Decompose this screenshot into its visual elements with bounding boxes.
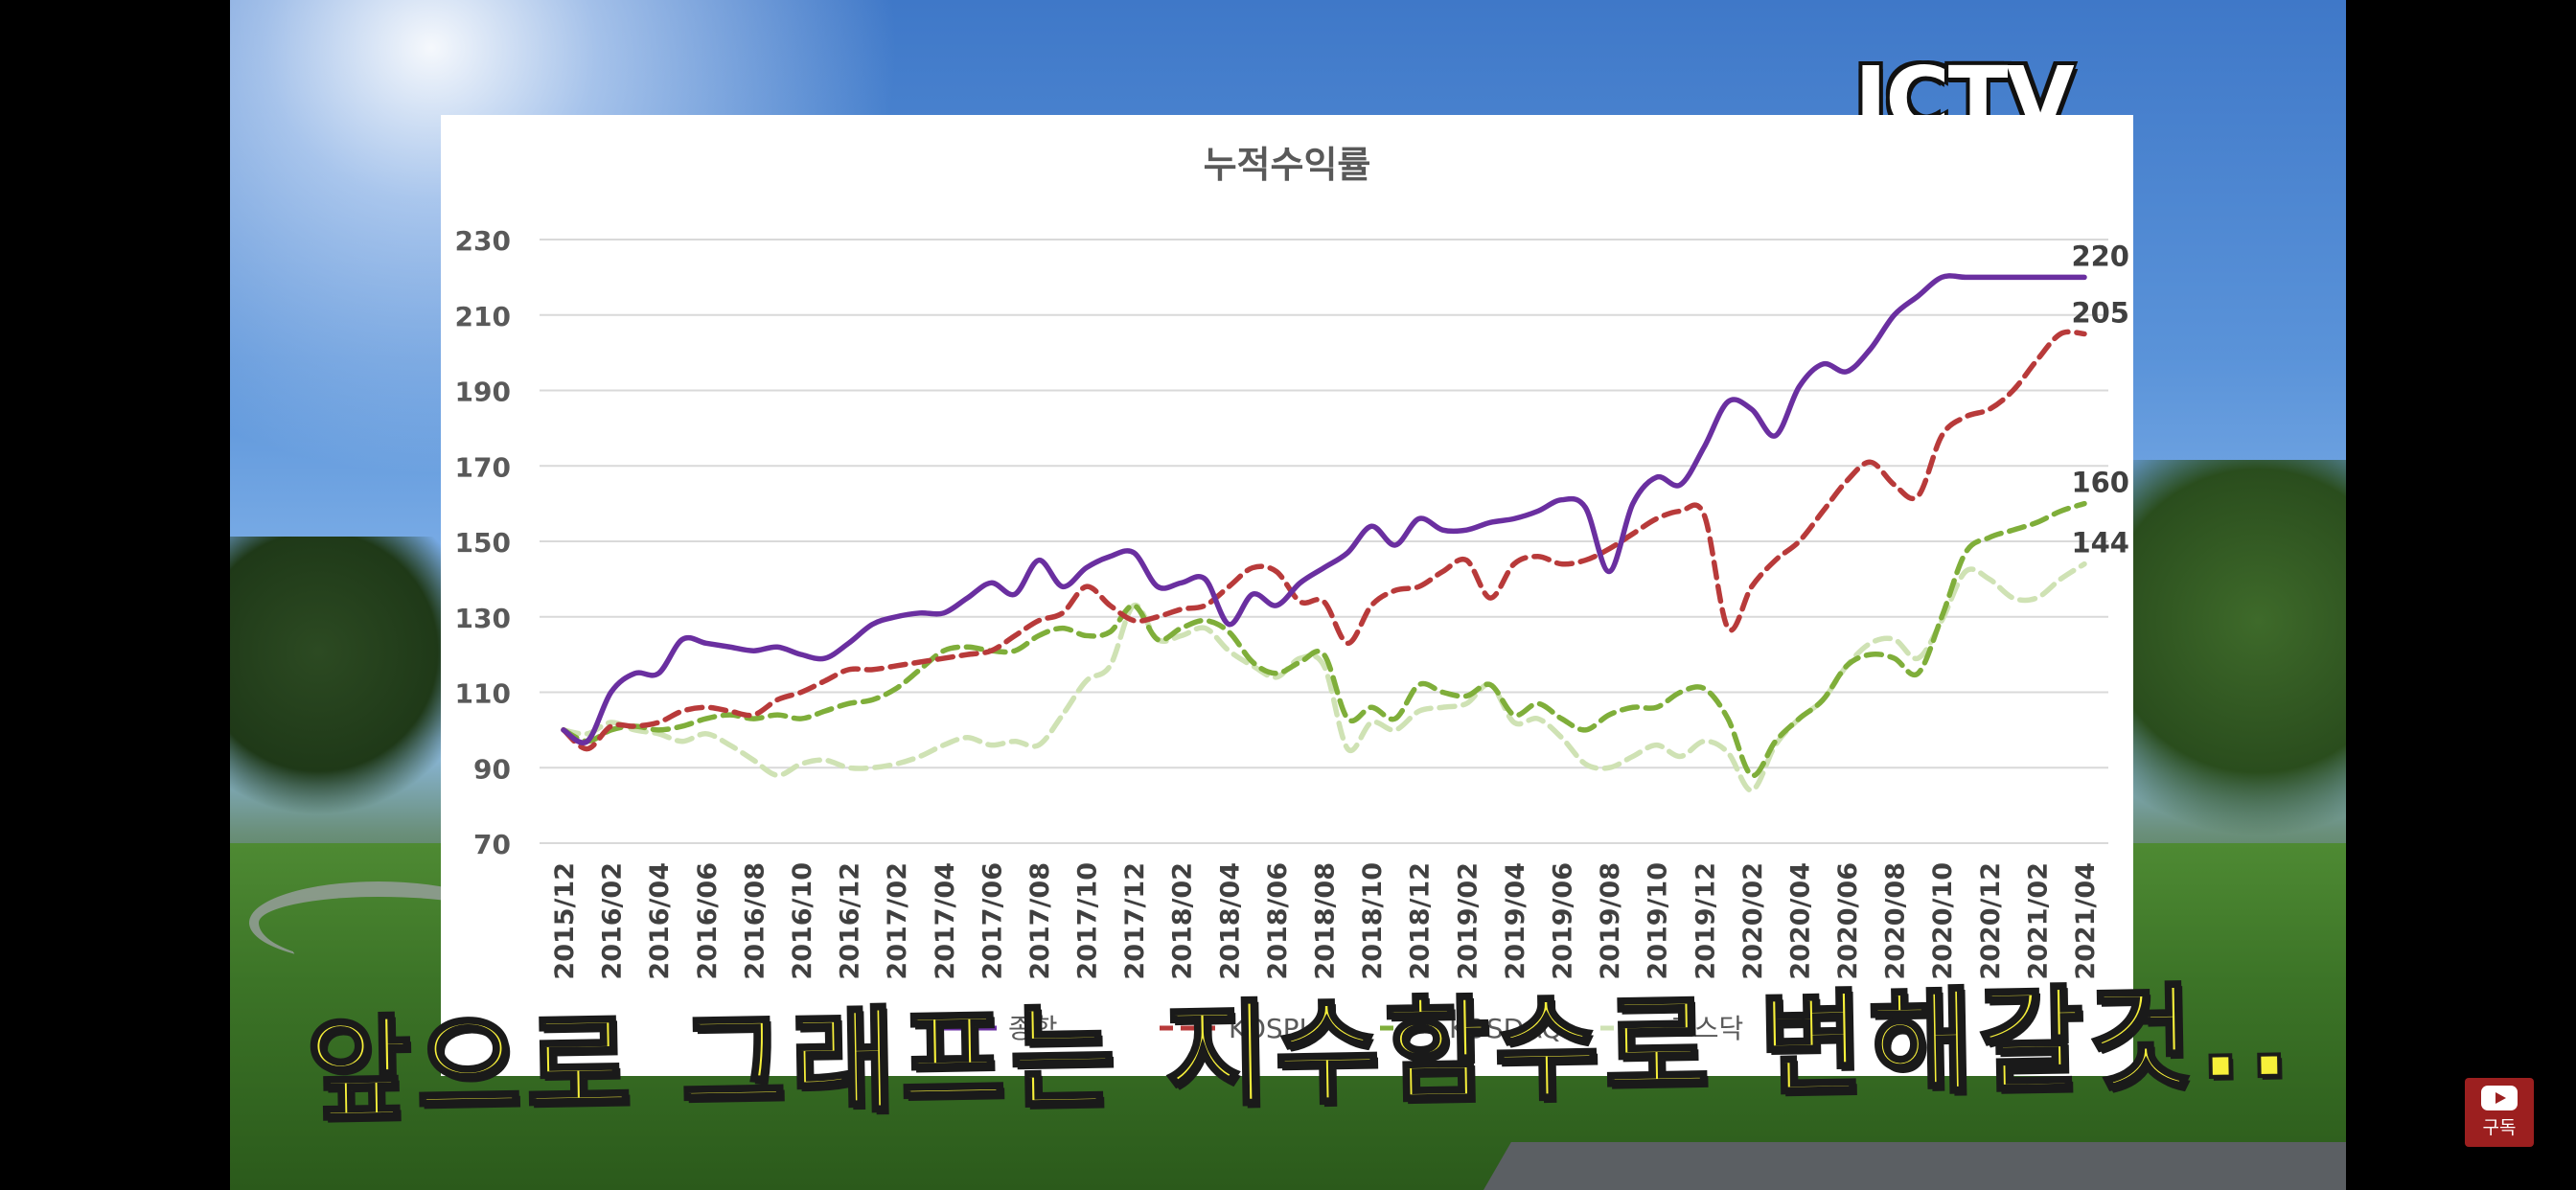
x-tick-label: 2016/04 — [645, 862, 675, 980]
x-tick-label: 2018/08 — [1311, 862, 1341, 980]
x-tick-label: 2015/12 — [550, 862, 580, 980]
x-tick-label: 2019/10 — [1644, 862, 1673, 980]
subscribe-button[interactable]: 구독 — [2465, 1078, 2534, 1147]
legend-label: 종합 — [1008, 1013, 1058, 1044]
series-line — [561, 273, 2087, 745]
x-tick-label: 2019/06 — [1548, 862, 1577, 980]
legend-label: KOSDAQ — [1449, 1013, 1562, 1044]
trees-left — [230, 537, 450, 824]
x-tick-label: 2019/02 — [1453, 862, 1483, 980]
x-tick-label: 2017/08 — [1025, 862, 1055, 980]
subscribe-label: 구독 — [2482, 1117, 2517, 1138]
x-tick-label: 2020/02 — [1738, 862, 1768, 980]
series-end-label: 160 — [2071, 467, 2129, 499]
x-tick-label: 2017/06 — [978, 862, 1007, 980]
y-tick-label: 170 — [455, 451, 511, 483]
x-tick-label: 2017/10 — [1073, 862, 1103, 980]
legend-label: KOSPI — [1229, 1013, 1307, 1044]
x-tick-label: 2017/02 — [883, 862, 912, 980]
x-tick-label: 2017/12 — [1120, 862, 1150, 980]
x-tick-label: 2020/08 — [1881, 862, 1911, 980]
x-tick-label: 2020/12 — [1976, 862, 2006, 980]
chart-title: 누적수익률 — [1204, 144, 1371, 186]
x-tick-label: 2017/04 — [931, 862, 960, 980]
x-tick-label: 2016/10 — [788, 862, 817, 980]
series-end-label: 144 — [2071, 527, 2129, 560]
x-tick-label: 2019/12 — [1690, 862, 1720, 980]
y-tick-label: 210 — [455, 301, 511, 332]
series-line — [561, 500, 2087, 778]
x-tick-label: 2018/02 — [1168, 862, 1198, 980]
y-tick-label: 70 — [473, 829, 511, 860]
x-tick-label: 2018/12 — [1406, 862, 1436, 980]
y-tick-label: 130 — [455, 603, 511, 634]
x-tick-label: 2018/06 — [1263, 862, 1293, 980]
x-tick-label: 2016/12 — [836, 862, 865, 980]
chart-panel: 누적수익률 70 90 110 130 150 170 190 210 230 2015/12 20… — [441, 115, 2133, 1076]
youtube-play-icon — [2481, 1086, 2518, 1110]
x-tick-label: 2019/04 — [1501, 862, 1530, 980]
y-tick-label: 190 — [455, 377, 511, 408]
x-tick-label: 2016/08 — [740, 862, 770, 980]
series-line — [561, 561, 2087, 793]
x-tick-label: 2016/06 — [693, 862, 723, 980]
y-tick-label: 230 — [455, 225, 511, 257]
x-tick-label: 2020/10 — [1928, 862, 1958, 980]
x-tick-label: 2018/04 — [1215, 862, 1245, 980]
x-tick-label: 2018/10 — [1358, 862, 1388, 980]
series-end-label: 205 — [2071, 296, 2129, 329]
series-end-label: 220 — [2071, 240, 2129, 272]
road — [1484, 1142, 2346, 1190]
x-tick-label: 2021/04 — [2071, 862, 2101, 980]
trees-right — [2126, 460, 2346, 862]
line-chart: 누적수익률 70 90 110 130 150 170 190 210 230 2015/12 20… — [455, 144, 2129, 1044]
y-tick-label: 110 — [455, 678, 511, 710]
x-tick-label: 2021/02 — [2023, 862, 2053, 980]
y-tick-label: 150 — [455, 527, 511, 559]
x-tick-label: 2016/02 — [598, 862, 628, 980]
x-tick-label: 2020/04 — [1785, 862, 1815, 980]
legend-label: 코스닥 — [1669, 1013, 1743, 1044]
x-tick-label: 2019/08 — [1596, 862, 1625, 980]
caption-text: 앞으로 그래프는 지수함수로 변해갈것.. — [304, 968, 2299, 1138]
y-tick-label: 90 — [473, 753, 511, 785]
x-tick-label: 2020/06 — [1833, 862, 1863, 980]
series-line — [561, 329, 2087, 752]
